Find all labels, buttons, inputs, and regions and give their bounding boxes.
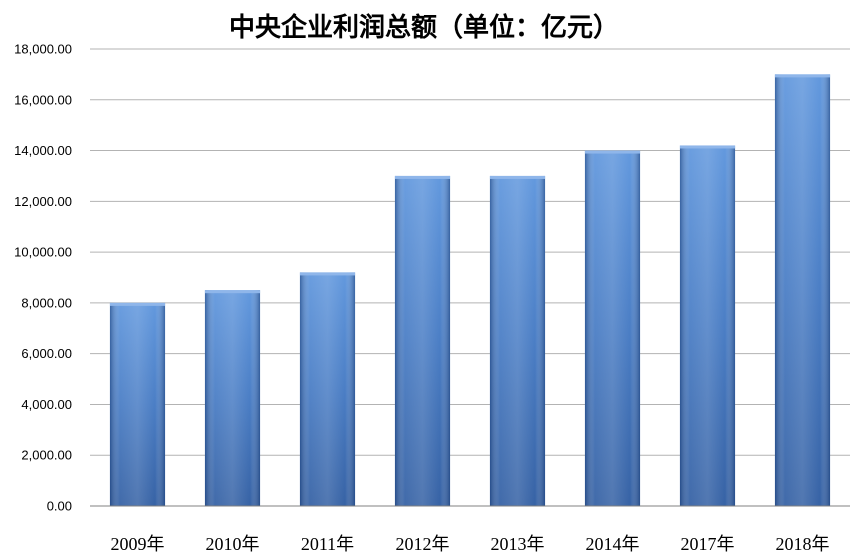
y-tick-label: 12,000.00 <box>14 194 72 209</box>
bar-top-highlight <box>109 302 166 306</box>
bar <box>584 150 641 507</box>
y-tick-label: 10,000.00 <box>14 245 72 260</box>
bar <box>394 175 451 506</box>
bar-shading <box>584 150 641 507</box>
bar-top-highlight <box>299 272 356 276</box>
y-tick-label: 0.00 <box>47 499 72 514</box>
bar-shading <box>299 272 356 506</box>
bar-shading <box>204 290 261 506</box>
bar-top-highlight <box>489 175 546 179</box>
bar-top-highlight <box>204 290 261 294</box>
y-axis-tick-labels: 0.00 2,000.00 4,000.00 6,000.00 8,000.00 10,0… <box>14 42 72 514</box>
x-tick-label: 2011年 <box>301 534 354 554</box>
bar-top-highlight <box>394 175 451 179</box>
bar <box>109 302 166 506</box>
y-tick-label: 14,000.00 <box>14 143 72 158</box>
chart-title: 中央企业利润总额（单位：亿元） <box>229 12 619 43</box>
bar <box>774 74 831 506</box>
y-tick-label: 4,000.00 <box>21 397 72 412</box>
bar-top-highlight <box>774 74 831 78</box>
bars <box>109 74 831 507</box>
y-tick-label: 16,000.00 <box>14 92 72 107</box>
bar-shading <box>679 145 736 506</box>
y-tick-label: 2,000.00 <box>21 448 72 463</box>
bar <box>204 290 261 506</box>
x-tick-label: 2010年 <box>206 534 260 554</box>
bar-shading <box>774 74 831 506</box>
bar-top-highlight <box>584 150 641 154</box>
x-tick-label: 2014年 <box>586 534 640 554</box>
x-tick-label: 2012年 <box>396 534 450 554</box>
x-tick-label: 2018年 <box>776 534 830 554</box>
gridlines <box>90 48 850 456</box>
bar-shading <box>109 302 166 506</box>
bar-top-highlight <box>679 145 736 149</box>
bar-shading <box>394 175 451 506</box>
bar <box>679 145 736 506</box>
x-tick-label: 2017年 <box>681 534 735 554</box>
y-tick-label: 18,000.00 <box>14 42 72 57</box>
bar-shading <box>489 175 546 506</box>
bar <box>299 272 356 506</box>
y-tick-label: 6,000.00 <box>21 346 72 361</box>
bar <box>489 175 546 506</box>
x-tick-label: 2013年 <box>491 534 545 554</box>
x-tick-label: 2009年 <box>111 534 165 554</box>
y-tick-label: 8,000.00 <box>21 295 72 310</box>
x-axis-tick-labels: 2009年 2010年 2011年 2012年 2013年 2014年 2017年 2018年 <box>111 534 830 554</box>
